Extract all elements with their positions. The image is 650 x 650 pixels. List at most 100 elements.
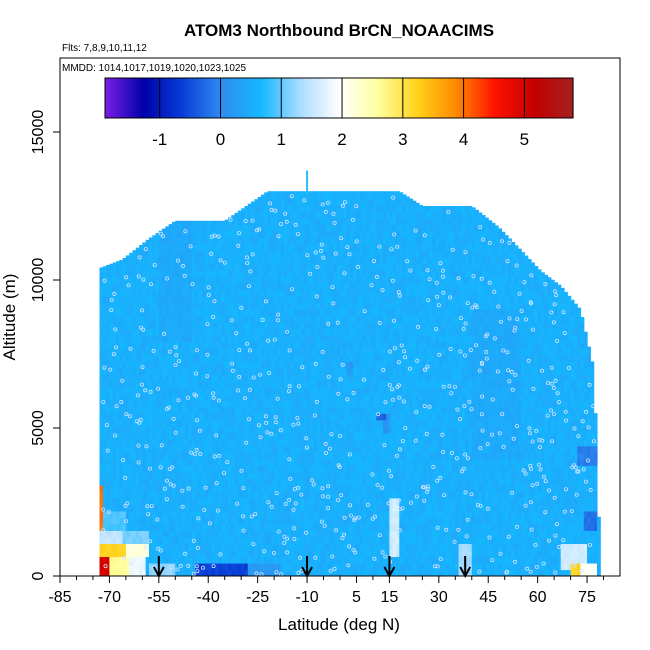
heat-cell — [336, 510, 341, 518]
heat-cell — [379, 406, 384, 414]
heat-cell — [244, 426, 249, 434]
heat-cell — [214, 374, 219, 382]
heat-cell — [284, 315, 288, 323]
heat-cell — [228, 400, 232, 408]
heat-cell — [366, 250, 371, 258]
heat-cell — [267, 269, 272, 278]
heat-cell — [340, 426, 344, 434]
heat-cell — [158, 445, 163, 453]
heat-cell — [290, 263, 295, 271]
heat-cell — [333, 452, 338, 460]
heat-cell — [165, 543, 170, 551]
heat-cell — [168, 426, 173, 434]
heat-cell — [274, 315, 279, 323]
heat-cell — [369, 211, 374, 219]
heat-cell — [313, 269, 318, 278]
heatmap-layer — [99, 170, 601, 576]
heat-cell — [336, 335, 341, 343]
heat-cell — [122, 257, 127, 265]
heat-cell — [158, 393, 163, 401]
heat-cell — [290, 191, 295, 193]
heat-cell — [224, 374, 229, 382]
heat-cell — [112, 471, 117, 479]
heat-cell — [356, 211, 361, 219]
heat-cell — [251, 549, 255, 558]
heat-cell — [386, 322, 391, 330]
heat-cell — [287, 328, 292, 336]
heat-cell — [386, 419, 391, 427]
heat-cell — [208, 543, 213, 551]
heat-cell — [106, 543, 111, 551]
heat-cell — [326, 243, 331, 251]
heat-cell — [234, 510, 239, 518]
heat-cell — [145, 491, 150, 499]
heat-cell — [224, 289, 229, 297]
heat-cell — [284, 217, 288, 225]
heat-cell — [323, 204, 328, 212]
heat-cell — [264, 341, 269, 349]
heat-cell — [162, 374, 167, 382]
heat-cell — [152, 295, 157, 304]
heat-cell — [274, 309, 279, 317]
heat-cell — [316, 510, 321, 518]
heat-cell — [244, 452, 249, 460]
heat-cell — [343, 406, 348, 414]
heat-cell — [208, 289, 213, 297]
heat-cell — [102, 523, 107, 532]
heat-cell — [185, 237, 190, 245]
heat-cell — [122, 439, 127, 447]
heat-cell — [122, 289, 127, 297]
heat-cell — [145, 243, 150, 251]
heat-cell — [267, 452, 272, 460]
heat-cell — [277, 504, 282, 512]
heat-cell — [389, 458, 394, 466]
heat-cell — [300, 243, 305, 251]
heat-cell — [333, 276, 338, 284]
heat-cell — [142, 263, 147, 271]
heat-cell — [158, 439, 163, 447]
heat-cell — [116, 491, 120, 499]
heat-cell — [369, 263, 374, 271]
heat-cell — [316, 354, 321, 362]
heat-cell — [307, 406, 311, 414]
heat-cell — [221, 367, 226, 375]
chart-title: ATOM3 Northbound BrCN_NOAACIMS — [184, 21, 494, 40]
heat-cell — [142, 510, 147, 518]
heat-cell — [139, 393, 143, 401]
heat-cell — [237, 406, 242, 414]
heat-cell — [175, 256, 180, 265]
heat-cell — [297, 387, 302, 395]
heat-cell — [145, 328, 150, 336]
heat-cell — [372, 517, 377, 525]
heat-cell — [135, 380, 140, 388]
heat-cell — [353, 452, 358, 460]
heat-cell — [201, 269, 206, 278]
heat-cell — [165, 263, 170, 271]
heat-cell — [181, 562, 186, 571]
heat-cell — [155, 445, 160, 453]
heat-cell — [204, 335, 209, 343]
heat-cell — [247, 471, 252, 479]
heat-cell — [326, 269, 331, 278]
heat-cell — [353, 302, 358, 310]
heat-cell — [211, 361, 216, 369]
heat-cell — [349, 393, 354, 401]
heat-cell — [119, 523, 124, 532]
heat-cell — [287, 367, 292, 375]
heat-cell — [231, 302, 236, 310]
heat-cell — [218, 276, 223, 284]
heat-cell — [366, 497, 371, 505]
heat-cell — [185, 380, 190, 388]
heat-cell — [178, 237, 183, 245]
heat-cell — [307, 452, 311, 460]
heat-cell — [122, 315, 127, 323]
heat-cell — [172, 413, 176, 421]
heat-cell — [359, 276, 364, 284]
heat-cell — [221, 478, 226, 486]
heat-cell — [313, 204, 318, 212]
heat-cell — [363, 322, 367, 330]
heat-cell — [201, 263, 206, 271]
heat-cell — [382, 282, 387, 291]
heat-cell — [376, 263, 381, 271]
heat-cell — [376, 211, 381, 219]
